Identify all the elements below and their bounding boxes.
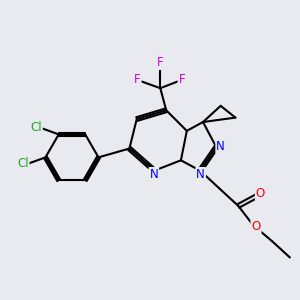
Text: Cl: Cl [30,122,42,134]
Text: N: N [196,168,205,181]
Text: F: F [134,73,141,86]
Text: Cl: Cl [17,157,28,170]
Text: O: O [256,187,265,200]
Text: F: F [157,56,164,69]
Text: N: N [149,168,158,181]
Text: O: O [251,220,261,233]
Text: N: N [216,140,225,153]
Text: F: F [178,73,185,86]
